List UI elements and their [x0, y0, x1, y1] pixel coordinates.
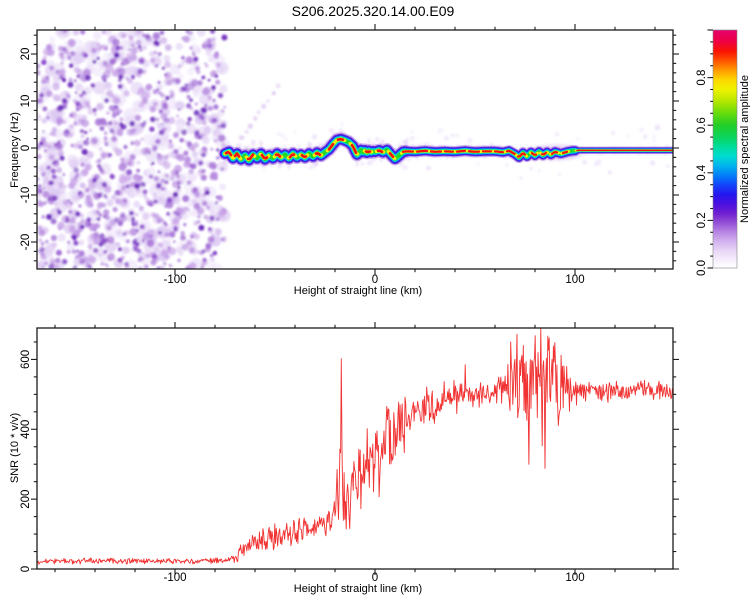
spectrogram-x-axis-label: Height of straight line (km)	[294, 285, 422, 297]
spectrogram-y-axis-label: Frequency (Hz)	[9, 112, 21, 188]
snr-tick-label: 600	[20, 350, 32, 369]
colorbar-tick-label: 0.2	[696, 212, 708, 228]
snr-tick-label: 200	[20, 490, 32, 509]
x-tick-label: 0	[372, 274, 378, 286]
noise-field	[37, 30, 670, 269]
colorbar-tick-label: 0.8	[696, 70, 708, 86]
freq-tick-label: 0	[20, 145, 32, 151]
freq-tick-label: 10	[20, 95, 32, 108]
colorbar-tick-label: 0.4	[696, 164, 708, 181]
snr-y-axis-label: SNR (10 * v/v)	[9, 413, 21, 483]
freq-tick-label: 20	[20, 48, 32, 61]
x-tick-label: 100	[565, 572, 584, 584]
x-tick-label: 100	[565, 274, 584, 286]
figure-title: S206.2025.320.14.00.E09	[292, 3, 455, 19]
colorbar-label: Normalized spectral amplitude	[739, 75, 750, 223]
colorbar-tick-label: 0.0	[696, 260, 708, 276]
colorbar-tick-label: 0.6	[696, 117, 708, 133]
x-tick-label: -100	[163, 274, 186, 286]
freq-tick-label: -10	[20, 187, 32, 204]
x-tick-label: 0	[372, 572, 378, 584]
snr-tick-label: 400	[20, 420, 32, 439]
colorbar: 0.0 0.2 0.4 0.6 0.8	[696, 29, 738, 276]
snr-series	[37, 328, 673, 565]
signal-band	[218, 127, 673, 169]
snr-x-axis-label: Height of straight line (km)	[294, 583, 422, 595]
freq-tick-label: -20	[20, 234, 32, 251]
snr-axes: -100 0 100 0 200 400 600	[20, 322, 679, 584]
snr-panel: -100 0 100 0 200 400 600	[20, 322, 679, 584]
x-tick-label: -100	[163, 572, 186, 584]
snr-tick-label: 0	[20, 566, 32, 572]
colorbar-gradient	[712, 29, 738, 269]
